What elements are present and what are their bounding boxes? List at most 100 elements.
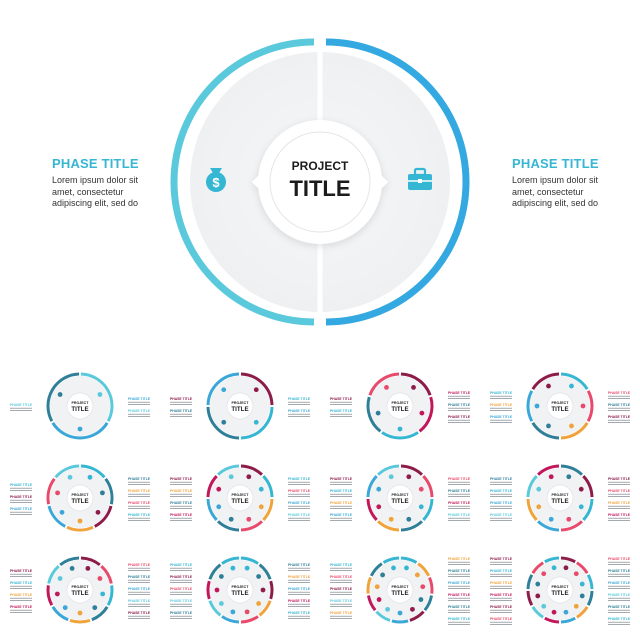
thumb-ring-segment (80, 464, 106, 479)
thumb-text-line (128, 416, 150, 417)
right-phase-block: PHASE TITLE Lorem ipsum dolor sit amet, … (512, 156, 640, 210)
thumb-text-line (448, 624, 470, 625)
thumb-text-line (490, 508, 512, 509)
thumb-ring-segment (91, 605, 109, 622)
thumb-ring-segment (366, 475, 378, 498)
thumb-phase-icon (563, 565, 569, 571)
left-text-line: adipiscing elit, sed do (52, 198, 139, 208)
thumb-phase-icon (397, 426, 403, 432)
thumb-ring-segment (217, 520, 240, 532)
thumb-phase-title: PHASE TITLE (448, 557, 471, 561)
thumb-text-line (10, 407, 32, 409)
thumb-phase-title: PHASE TITLE (170, 563, 193, 567)
thumb-phase-title: PHASE TITLE (10, 581, 33, 585)
thumb-text-line (128, 413, 150, 415)
right-phase-ring[interactable] (325, 38, 470, 326)
thumb-text-line (330, 567, 352, 569)
left-phase-ring[interactable] (170, 38, 315, 326)
thumb-ring-segment (240, 520, 263, 532)
thumb-text-line (448, 508, 470, 509)
thumb-ring-segment (526, 590, 534, 606)
thumb-center-badge (66, 576, 94, 604)
thumb-phase-title: PHASE TITLE (448, 617, 471, 621)
thumb-phase-title: PHASE TITLE (330, 397, 353, 401)
thumb-ring-segment (59, 556, 80, 567)
thumb-phase-icon (551, 565, 557, 571)
thumb-phase-icon (374, 584, 380, 590)
thumb-center-line2: TITLE (391, 498, 408, 505)
thumb-center-line2: TITLE (71, 590, 88, 597)
thumb-phase-title: PHASE TITLE (490, 581, 513, 585)
thumb-text-line (608, 517, 630, 519)
thumb-text-line (330, 618, 352, 619)
thumb-text-line (288, 508, 310, 509)
thumb-text-line (170, 493, 192, 495)
thumb-text-line (448, 621, 470, 623)
thumb-phase-icon (218, 574, 224, 579)
thumb-phase-icon (55, 490, 60, 496)
thumb-text-line (10, 514, 32, 515)
thumb-phase-icon (569, 383, 574, 389)
thumb-text-line (608, 407, 630, 409)
thumb-text-line (330, 594, 352, 595)
thumb-phase-title: PHASE TITLE (448, 403, 471, 407)
thumb-phase-title: PHASE TITLE (10, 483, 33, 487)
thumb-text-line (490, 624, 512, 625)
thumb-text-line (170, 404, 192, 405)
thumb-phase-icon (406, 516, 412, 522)
thumb-text-line (330, 582, 352, 583)
thumb-phase-icon (376, 486, 382, 492)
thumb-text-line (288, 582, 310, 583)
thumb-phase-icon (535, 581, 541, 587)
thumb-text-line (608, 585, 630, 587)
thumb-ring-segment (54, 464, 80, 479)
thumb-text-line (330, 481, 352, 483)
thumb-text-line (448, 493, 470, 495)
thumb-phase-icon (246, 474, 252, 480)
thumb-text-line (608, 588, 630, 589)
thumb-phase-title: PHASE TITLE (490, 569, 513, 573)
thumb-text-line (490, 419, 512, 421)
thumb-ring-segment (418, 396, 434, 433)
thumb-ring-segment (262, 498, 274, 521)
thumb-ring-segment (381, 431, 419, 440)
thumb-phase-icon (580, 403, 586, 409)
left-text-line: amet, consectetur (52, 186, 124, 197)
thumb-text-line (330, 603, 352, 605)
thumb-ring-segment (106, 585, 114, 606)
thumb-phase-icon (100, 591, 106, 597)
thumb-text-line (448, 398, 470, 399)
thumb-phase-title: PHASE TITLE (490, 415, 513, 419)
thumb-text-line (448, 597, 470, 599)
thumb-text-line (10, 499, 32, 501)
thumb-phase-icon (551, 609, 557, 615)
thumb-phase-title: PHASE TITLE (128, 489, 151, 493)
thumb-text-line (170, 567, 192, 569)
thumb-phase-title: PHASE TITLE (448, 501, 471, 505)
thumb-text-line (490, 422, 512, 423)
thumb-center-badge (546, 392, 574, 420)
thumb-text-line (448, 561, 470, 563)
thumb-text-line (288, 567, 310, 569)
thumb-phase-title: PHASE TITLE (448, 581, 471, 585)
thumb-phase-icon (85, 565, 91, 571)
thumb-phase-title: PHASE TITLE (448, 513, 471, 517)
thumb-phase-title: PHASE TITLE (170, 513, 193, 517)
thumb-phase-icon (404, 565, 409, 571)
thumb-text-line (448, 573, 470, 575)
thumb-text-line (448, 520, 470, 521)
thumb-text-line (608, 496, 630, 497)
thumb-text-line (608, 422, 630, 423)
